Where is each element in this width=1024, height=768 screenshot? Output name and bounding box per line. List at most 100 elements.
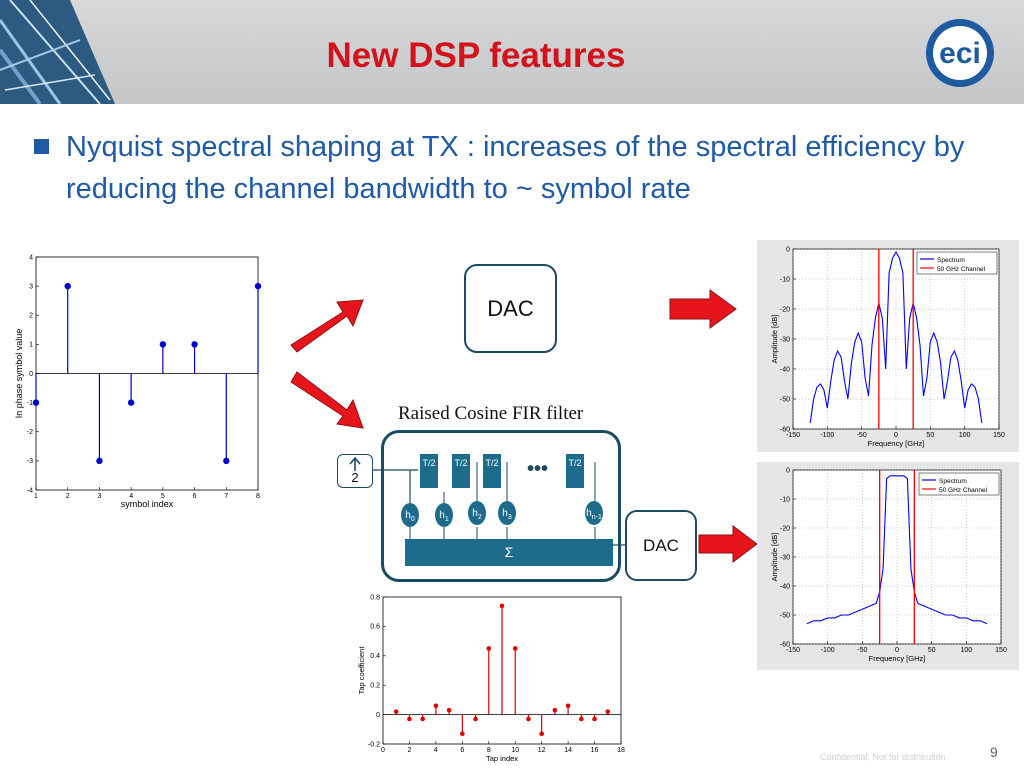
x-tick-label: 8 xyxy=(256,493,260,500)
y-tick-label: 1 xyxy=(29,342,33,349)
stem-marker xyxy=(254,282,262,290)
x-tick-label: 2 xyxy=(407,747,411,754)
header-bar: New DSP features eci xyxy=(0,0,1024,104)
stem-marker xyxy=(393,709,399,714)
arrow-up-right-icon xyxy=(290,299,364,353)
y-tick-label: -1 xyxy=(27,400,33,407)
legend-box xyxy=(918,472,1000,496)
y-tick-label: -3 xyxy=(27,458,33,465)
y-tick-label: -60 xyxy=(780,641,790,648)
stem-marker xyxy=(460,731,465,737)
y-tick-label: 2 xyxy=(29,313,33,320)
upsample-factor: 2 xyxy=(351,470,359,485)
spectrum-line xyxy=(809,250,983,424)
x-tick-label: 8 xyxy=(487,747,491,754)
y-tick-label: 0.2 xyxy=(370,683,380,690)
y-tick-label: -30 xyxy=(780,336,790,343)
x-axis-label: Frequency [GHz] xyxy=(869,654,926,663)
x-tick-label: 10 xyxy=(511,747,519,754)
y-tick-label: -0.2 xyxy=(368,741,380,748)
y-tick-label: 0 xyxy=(29,371,33,378)
confidentiality-note: Confidential, Not for distribution xyxy=(820,752,946,762)
stem-marker xyxy=(565,703,571,709)
x-axis-label: Frequency [GHz] xyxy=(868,439,925,448)
x-tick-label: 18 xyxy=(617,747,625,754)
y-tick-label: -40 xyxy=(780,366,790,373)
y-axis-label: In phase symbol value xyxy=(14,329,24,419)
tap-coefficient-h0: h0 xyxy=(401,503,419,527)
y-tick-label: -10 xyxy=(780,276,790,283)
stem-marker xyxy=(433,703,439,709)
x-tick-label: 4 xyxy=(129,493,133,500)
spectrum-chart-nyquist-off: -150 -100 -50 0 50 100 150 0 -10 -20 -30 -40 -50 -60 F… xyxy=(757,240,1019,452)
y-tick-label: -4 xyxy=(27,487,33,494)
x-tick-label: 16 xyxy=(591,747,599,754)
y-tick-label: -40 xyxy=(780,583,790,590)
x-tick-label: -50 xyxy=(857,647,867,654)
x-tick-label: 150 xyxy=(995,647,1007,654)
x-tick-label: 0 xyxy=(381,747,385,754)
stem-marker xyxy=(605,709,611,714)
y-tick-label: 4 xyxy=(29,254,33,261)
delay-block: T/2 xyxy=(483,454,501,488)
stem-marker xyxy=(552,707,558,713)
delay-block: T/2 xyxy=(420,454,438,488)
spectrum-chart-nyquist-on: -150 -100 -50 0 50 100 150 0 -10 -20 -30 -40 -50 -60 F… xyxy=(757,462,1019,670)
up-arrow-icon xyxy=(349,456,361,471)
y-tick-label: 0.8 xyxy=(370,594,380,601)
x-tick-label: 100 xyxy=(960,647,972,654)
stem-marker xyxy=(526,716,531,722)
stem-marker xyxy=(499,603,505,609)
delay-block: T/2 xyxy=(452,454,470,488)
stem-marker xyxy=(32,399,40,406)
stem-marker xyxy=(64,282,71,290)
x-tick-label: 50 xyxy=(926,432,934,439)
y-tick-label: 0 xyxy=(376,712,380,719)
arrow-down-right-icon xyxy=(290,371,364,429)
tap-lines xyxy=(409,462,596,540)
y-tick-label: 0 xyxy=(786,246,790,253)
y-axis-label: Tap coefficient xyxy=(357,646,366,695)
x-tick-label: -150 xyxy=(786,647,800,654)
x-tick-label: -100 xyxy=(820,432,834,439)
stem-marker xyxy=(579,716,584,722)
x-tick-label: 100 xyxy=(959,432,971,439)
y-tick-label: -60 xyxy=(780,426,790,433)
x-tick-label: 12 xyxy=(538,747,546,754)
x-tick-label: 2 xyxy=(66,493,70,500)
legend-label: Spectrum xyxy=(939,478,967,485)
page-number: 9 xyxy=(990,744,998,760)
tap-coefficient-h1: h1 xyxy=(435,503,453,527)
upsample-block: 2 xyxy=(337,454,373,488)
x-tick-label: 150 xyxy=(993,432,1005,439)
eci-logo: eci xyxy=(926,19,994,87)
x-tick-label: -150 xyxy=(786,432,800,439)
y-axis-label: Amplitude [dB] xyxy=(770,533,779,582)
x-tick-label: 0 xyxy=(895,647,899,654)
svg-text:eci: eci xyxy=(939,37,981,70)
y-tick-label: 0.4 xyxy=(370,653,380,660)
arrow-right-icon xyxy=(669,289,737,329)
legend-box xyxy=(916,251,998,275)
stem-marker xyxy=(159,341,167,348)
bullet-text: Nyquist spectral shaping at TX : increas… xyxy=(66,131,965,205)
legend-label: 50 GHz Channel xyxy=(939,487,988,494)
y-tick-label: -50 xyxy=(780,612,790,619)
y-axis-label: Amplitude [dB] xyxy=(770,315,779,364)
stem-marker xyxy=(512,646,518,651)
x-tick-label: 50 xyxy=(928,647,936,654)
y-tick-label: 3 xyxy=(29,283,33,290)
bullet-marker xyxy=(34,139,49,154)
x-tick-label: 6 xyxy=(193,493,197,500)
dac-block-bottom: DAC xyxy=(625,510,697,581)
fiber-optic-graphic xyxy=(0,0,115,104)
x-tick-label: 14 xyxy=(564,747,572,754)
y-tick-label: 0 xyxy=(786,467,790,474)
stem-marker xyxy=(473,716,478,722)
filter-label: Raised Cosine FIR filter xyxy=(398,403,584,424)
x-tick-label: 0 xyxy=(894,432,898,439)
stem-marker xyxy=(539,731,544,737)
legend-label: Spectrum xyxy=(937,257,965,264)
y-tick-label: -10 xyxy=(780,496,790,503)
